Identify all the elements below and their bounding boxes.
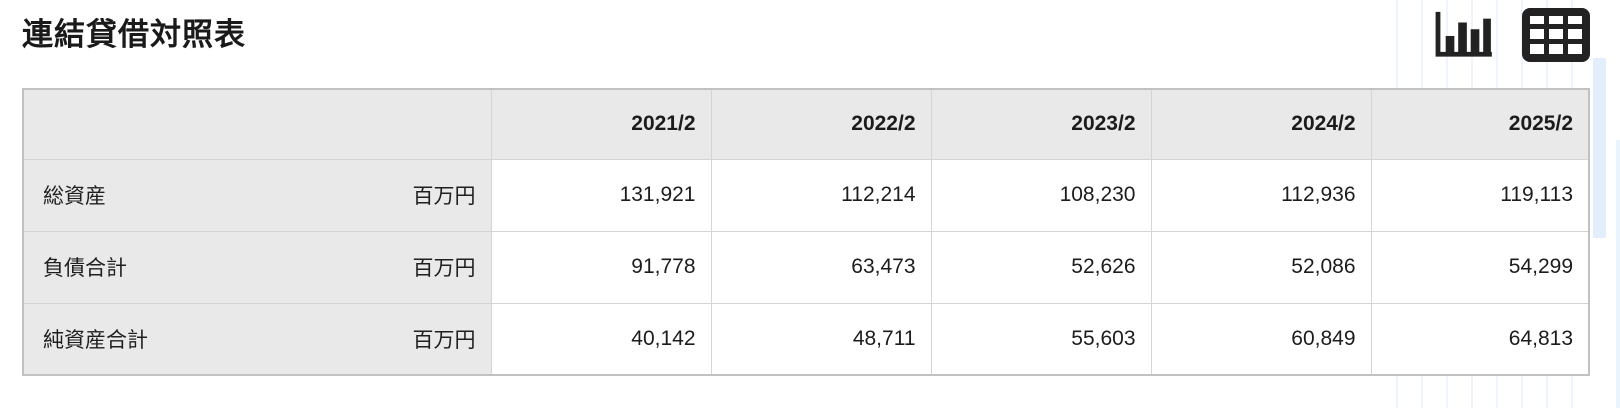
balance-sheet-table-container: 2021/2 2022/2 2023/2 2024/2 2025/2 総資産 百… <box>22 88 1590 376</box>
value-cell: 40,142 <box>490 302 712 376</box>
column-header-2022-2: 2022/2 <box>710 88 932 160</box>
column-header-2025-2: 2025/2 <box>1370 88 1590 160</box>
page-title: 連結貸借対照表 <box>22 17 246 52</box>
value-cell: 60,849 <box>1150 302 1372 376</box>
unit-label: 百万円 <box>412 257 476 280</box>
chart-view-button[interactable] <box>1432 10 1494 60</box>
value-cell: 108,230 <box>930 158 1152 232</box>
value-cell: 112,214 <box>710 158 932 232</box>
row-header-total-assets: 総資産 百万円 <box>22 158 492 232</box>
value-cell: 48,711 <box>710 302 932 376</box>
value-cell: 52,626 <box>930 230 1152 304</box>
row-label: 純資産合計 <box>43 328 148 352</box>
unit-label: 百万円 <box>412 185 476 208</box>
row-label: 総資産 <box>43 185 106 208</box>
table-grid-icon <box>1522 8 1590 65</box>
value-cell: 112,936 <box>1150 158 1372 232</box>
view-toggle-group <box>1432 8 1590 62</box>
table-row-total-assets: 総資産 百万円 131,921 112,214 108,230 112,936 … <box>22 158 1590 232</box>
column-header-2021-2: 2021/2 <box>490 88 712 160</box>
header-bar: 連結貸借対照表 <box>0 0 1620 62</box>
row-label: 負債合計 <box>43 257 127 280</box>
table-row-total-net-assets: 純資産合計 百万円 40,142 48,711 55,603 60,849 64… <box>22 302 1590 376</box>
value-cell: 64,813 <box>1370 302 1590 376</box>
value-cell: 54,299 <box>1370 230 1590 304</box>
value-cell: 55,603 <box>930 302 1152 376</box>
table-row-total-liabilities: 負債合計 百万円 91,778 63,473 52,626 52,086 54,… <box>22 230 1590 304</box>
unit-label: 百万円 <box>412 328 476 352</box>
value-cell: 63,473 <box>710 230 932 304</box>
table-view-button[interactable] <box>1522 8 1590 62</box>
value-cell: 131,921 <box>490 158 712 232</box>
value-cell: 52,086 <box>1150 230 1372 304</box>
column-header-2023-2: 2023/2 <box>930 88 1152 160</box>
balance-sheet-table: 2021/2 2022/2 2023/2 2024/2 2025/2 総資産 百… <box>22 88 1590 376</box>
row-header-total-liabilities: 負債合計 百万円 <box>22 230 492 304</box>
header-empty-cell <box>22 88 492 160</box>
value-cell: 119,113 <box>1370 158 1590 232</box>
bar-chart-icon <box>1432 11 1494 63</box>
row-header-total-net-assets: 純資産合計 百万円 <box>22 302 492 376</box>
value-cell: 91,778 <box>490 230 712 304</box>
table-header-row: 2021/2 2022/2 2023/2 2024/2 2025/2 <box>22 88 1590 160</box>
column-header-2024-2: 2024/2 <box>1150 88 1372 160</box>
